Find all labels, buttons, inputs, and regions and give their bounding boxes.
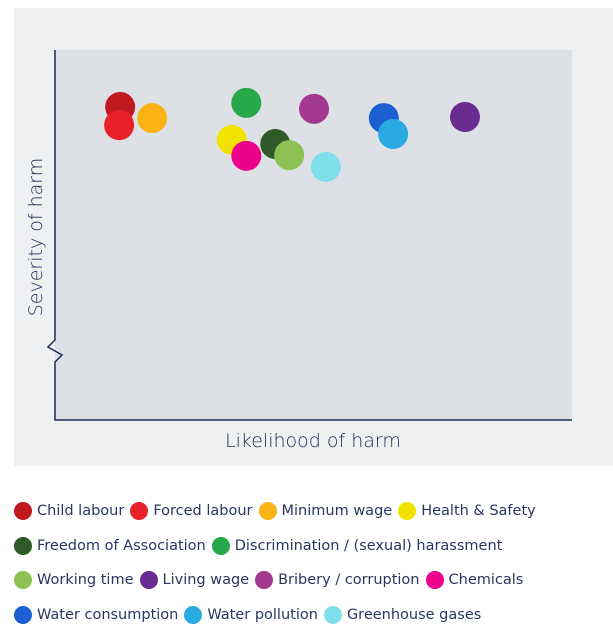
point — [311, 152, 341, 182]
point — [104, 110, 134, 140]
legend-item: Water pollution — [184, 606, 318, 624]
legend-row: Child labour Forced labour Minimum wage Hea… — [14, 494, 613, 529]
x-axis-label: Likelihood of harm — [225, 430, 401, 452]
legend-label: Health & Safety — [421, 503, 536, 519]
legend-label: Greenhouse gases — [347, 607, 481, 623]
legend-item: Health & Safety — [398, 502, 536, 520]
point — [231, 141, 261, 171]
legend-swatch — [426, 571, 444, 589]
legend-swatch — [14, 571, 32, 589]
legend-swatch — [14, 606, 32, 624]
legend-swatch — [184, 606, 202, 624]
point — [378, 119, 408, 149]
legend-label: Minimum wage — [282, 503, 393, 519]
legend-item: Living wage — [140, 571, 250, 589]
legend-item: Water consumption — [14, 606, 178, 624]
legend-row: Water consumption Water pollution Greenhou… — [14, 598, 613, 632]
legend-swatch — [255, 571, 273, 589]
legend-label: Freedom of Association — [37, 538, 206, 554]
legend-item: Bribery / corruption — [255, 571, 419, 589]
legend-swatch — [212, 537, 230, 555]
legend-swatch — [14, 537, 32, 555]
legend-swatch — [14, 502, 32, 520]
legend-item: Forced labour — [130, 502, 252, 520]
legend-label: Discrimination / (sexual) harassment — [235, 538, 503, 554]
legend-item: Freedom of Association — [14, 537, 206, 555]
point — [299, 94, 329, 124]
legend-label: Chemicals — [449, 572, 524, 588]
legend-label: Bribery / corruption — [278, 572, 419, 588]
legend-swatch — [324, 606, 342, 624]
chart: Likelihood of harm Severity of harm — [0, 0, 613, 480]
legend-label: Living wage — [163, 572, 250, 588]
legend-swatch — [398, 502, 416, 520]
legend-item: Working time — [14, 571, 134, 589]
legend-swatch — [259, 502, 277, 520]
legend-label: Working time — [37, 572, 134, 588]
legend-row: Freedom of Association Discrimination / (… — [14, 529, 613, 564]
legend-item: Greenhouse gases — [324, 606, 481, 624]
legend-label: Forced labour — [153, 503, 252, 519]
y-axis-label: Severity of harm — [25, 158, 47, 317]
legend-row: Working time Living wage Bribery / corrupt… — [14, 563, 613, 598]
legend-label: Child labour — [37, 503, 124, 519]
legend-item: Discrimination / (sexual) harassment — [212, 537, 503, 555]
legend-label: Water consumption — [37, 607, 178, 623]
point — [450, 102, 480, 132]
legend: Child labour Forced labour Minimum wage Hea… — [14, 494, 613, 632]
legend-item: Chemicals — [426, 571, 524, 589]
legend-item: Minimum wage — [259, 502, 393, 520]
point — [137, 103, 167, 133]
legend-item: Child labour — [14, 502, 124, 520]
point — [231, 88, 261, 118]
legend-swatch — [140, 571, 158, 589]
legend-swatch — [130, 502, 148, 520]
point — [274, 140, 304, 170]
legend-label: Water pollution — [207, 607, 318, 623]
